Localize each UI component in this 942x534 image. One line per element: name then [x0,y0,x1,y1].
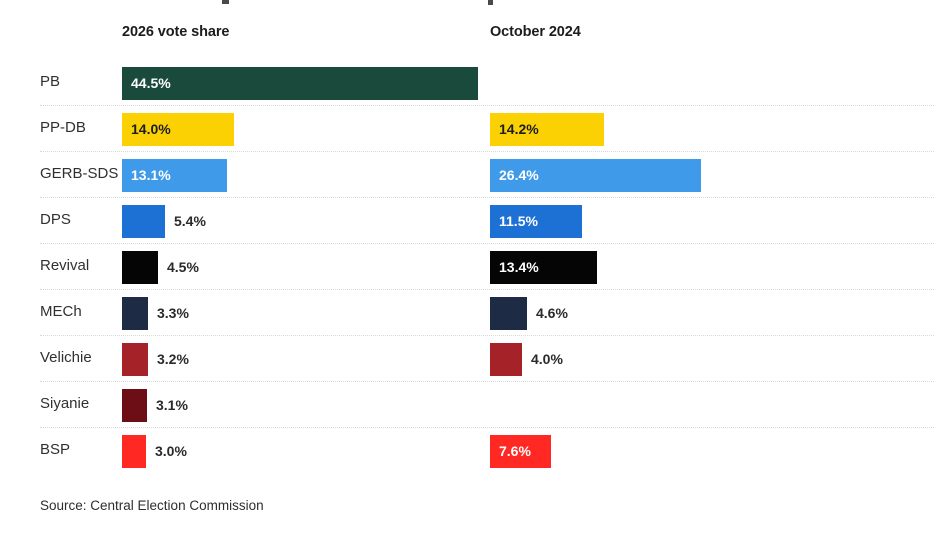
value-label: 4.6% [536,305,568,321]
chart-row: MECh 3.3% 4.6% [0,290,942,336]
row-separator [40,151,934,152]
chart-row: Siyanie 3.1% [0,382,942,428]
bar-2024: 7.6% [490,435,551,468]
chart-row: Velichie 3.2% 4.0% [0,336,942,382]
column-header-2026: 2026 vote share [122,24,230,40]
clipped-title-text-remnant [488,0,493,5]
bar-2026 [122,343,148,376]
party-label: BSP [40,441,71,458]
row-separator [40,335,934,336]
party-label: Velichie [40,349,92,366]
bar-2026 [122,251,158,284]
row-separator [40,381,934,382]
party-label: PP-DB [40,119,86,136]
value-label: 13.4% [499,259,539,275]
bar-2026: 13.1% [122,159,227,192]
value-label: 3.0% [155,443,187,459]
clipped-title-text-remnant [222,0,229,4]
chart-row: BSP 3.0% 7.6% [0,428,942,474]
chart-row: GERB-SDS 13.1% 26.4% [0,152,942,198]
bar-2026 [122,389,147,422]
value-label: 3.2% [157,351,189,367]
chart-row: DPS 5.4% 11.5% [0,198,942,244]
value-label: 13.1% [131,167,171,183]
value-label: 7.6% [499,443,531,459]
bar-2026 [122,205,165,238]
value-label: 14.2% [499,121,539,137]
value-label: 44.5% [131,75,171,91]
row-separator [40,427,934,428]
value-label: 3.1% [156,397,188,413]
party-label: DPS [40,211,71,228]
row-separator [40,289,934,290]
bar-2026: 44.5% [122,67,478,100]
party-label: PB [40,73,61,90]
value-label: 3.3% [157,305,189,321]
chart-row: PP-DB 14.0% 14.2% [0,106,942,152]
value-label: 11.5% [499,213,538,229]
party-label: Siyanie [40,395,90,412]
chart-row: PB 44.5% [0,60,942,106]
value-label: 26.4% [499,167,539,183]
bar-2024: 13.4% [490,251,597,284]
bar-2024: 14.2% [490,113,604,146]
row-separator [40,105,934,106]
bar-2026 [122,435,146,468]
bar-2026: 14.0% [122,113,234,146]
bar-2024 [490,343,522,376]
value-label: 4.5% [167,259,199,275]
party-label: MECh [40,303,82,320]
column-header-october-2024: October 2024 [490,24,581,40]
party-label: Revival [40,257,90,274]
value-label: 14.0% [131,121,171,137]
bar-2024: 26.4% [490,159,701,192]
row-separator [40,197,934,198]
value-label: 4.0% [531,351,563,367]
source-note: Source: Central Election Commission [40,498,264,513]
bar-2024 [490,297,527,330]
party-label: GERB-SDS [40,165,119,182]
chart-row: Revival 4.5% 13.4% [0,244,942,290]
row-separator [40,243,934,244]
value-label: 5.4% [174,213,206,229]
bar-2024: 11.5% [490,205,582,238]
bar-2026 [122,297,148,330]
